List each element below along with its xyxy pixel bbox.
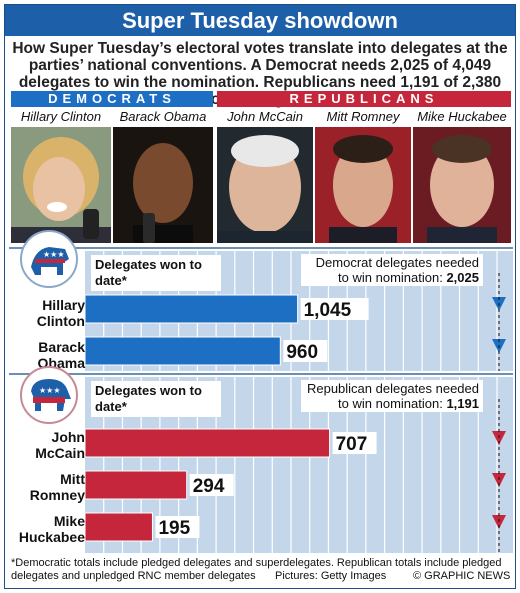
rep-value-label-1: 294 — [193, 476, 225, 497]
rep-value-label-2: 195 — [158, 518, 190, 539]
svg-text:★★★: ★★★ — [39, 386, 61, 395]
rep-needed-label: Republican delegates needed to win nomin… — [306, 381, 479, 411]
dem-value-label-1: 960 — [286, 342, 318, 363]
label-hillary-clinton: Hillary Clinton — [36, 297, 85, 329]
dem-value-label-0: 1,045 — [304, 300, 352, 321]
obama-photo — [113, 127, 213, 243]
svg-text:★★★: ★★★ — [43, 250, 65, 259]
republicans-label: REPUBLICANS — [217, 91, 511, 107]
rep-value-label-0: 707 — [336, 434, 368, 455]
footnote-source: © GRAPHIC NEWS — [413, 570, 511, 582]
huckabee-photo — [413, 127, 511, 243]
romney-photo — [315, 127, 411, 243]
label-john-mccain: John McCain — [35, 429, 85, 461]
photo-name-huckabee: Mike Huckabee — [417, 109, 507, 124]
rep-party-logo: ★★★ — [19, 365, 79, 425]
rep-needed-box: Republican delegates needed to win nomin… — [301, 380, 483, 412]
rep-chart-header: Delegates won to date* — [91, 381, 221, 417]
dem-bar-0 — [84, 294, 299, 324]
rep-value-bg-0 — [332, 432, 377, 454]
dem-needed-value: 2,025 — [446, 270, 479, 285]
clinton-photo — [11, 127, 111, 243]
footnote: *Democratic totals include pledged deleg… — [11, 557, 511, 583]
dem-needed-box: Democrat delegates needed to win nominat… — [301, 254, 483, 286]
label-mitt-romney: Mitt Romney — [29, 471, 85, 503]
footnote-credit: Pictures: Getty Images — [275, 570, 387, 582]
democrats-label: DEMOCRATS — [11, 91, 213, 107]
dem-value-bg-0 — [300, 298, 369, 320]
page-title: Super Tuesday showdown — [5, 5, 515, 36]
photo-name-romney: Mitt Romney — [326, 109, 400, 124]
dem-party-logo: ★★★ — [19, 229, 79, 289]
rep-bar-2 — [84, 512, 153, 542]
rep-bar-1 — [84, 470, 188, 500]
photo-name-obama: Barack Obama — [119, 109, 207, 124]
dem-bar-1 — [84, 336, 281, 366]
dem-value-bg-1 — [283, 340, 328, 362]
rep-bar-0 — [84, 428, 331, 458]
rep-value-bg-1 — [189, 474, 234, 496]
dem-separator — [9, 247, 513, 249]
rep-needed-value: 1,191 — [446, 396, 479, 411]
photo-name-clinton: Hillary Clinton — [20, 109, 102, 124]
label-mike-huckabee: Mike Huckabee — [18, 513, 85, 545]
dem-needed-label: Democrat delegates needed to win nominat… — [315, 255, 479, 285]
footnote-text: *Democratic totals include pledged deleg… — [11, 557, 502, 582]
rep-separator — [9, 373, 513, 375]
photo-name-mccain: John McCain — [227, 109, 303, 124]
rep-value-bg-2 — [155, 516, 200, 538]
dem-chart-header: Delegates won to date* — [91, 255, 221, 291]
mccain-photo — [217, 127, 313, 243]
infographic-frame: Super Tuesday showdown How Super Tuesday… — [4, 4, 516, 589]
